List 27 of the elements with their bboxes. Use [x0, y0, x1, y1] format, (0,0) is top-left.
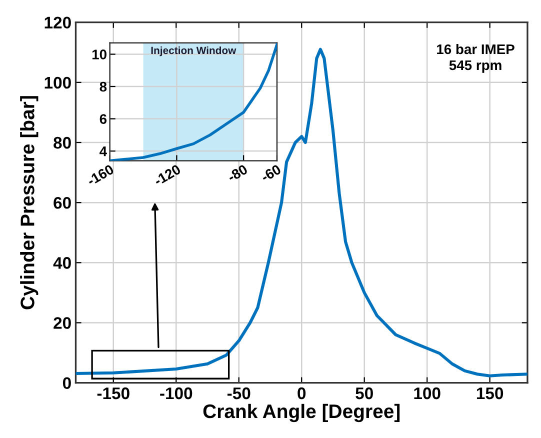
- annotation: 16 bar IMEP 545 rpm: [437, 44, 514, 73]
- y-tick-label: 4: [100, 146, 107, 156]
- x-tick-label: -160: [86, 164, 114, 186]
- x-tick-label: -120: [153, 164, 182, 186]
- y-tick-label: 40: [53, 257, 71, 269]
- x-tick-label: -150: [97, 387, 130, 400]
- y-tick-label: 80: [54, 136, 71, 149]
- x-tick-label: -60: [260, 164, 282, 182]
- y-tick-label: 10: [92, 50, 106, 60]
- x-tick-label: 50: [356, 387, 373, 400]
- x-tick-label: -50: [227, 387, 250, 400]
- line-series: [110, 43, 277, 161]
- y-tick-label: 60: [54, 196, 71, 209]
- x-axis-title: Crank Angle [Degree]: [203, 404, 400, 422]
- y-tick-label: 0: [62, 377, 71, 390]
- y-tick-label: 20: [54, 317, 71, 329]
- y-axis-title: Cylinder Pressure [bar]: [20, 96, 38, 310]
- x-tick-label: 100: [414, 387, 440, 400]
- y-tick-label: 8: [100, 82, 107, 92]
- x-tick-label: 150: [476, 387, 504, 400]
- band-label: Injection Window: [151, 46, 236, 56]
- y-tick-label: 100: [44, 76, 71, 89]
- x-tick-label: -80: [226, 164, 248, 182]
- y-tick-label: 120: [44, 16, 71, 29]
- x-tick-label: 0: [298, 387, 306, 400]
- y-tick-label: 6: [100, 114, 107, 124]
- x-tick-label: -100: [160, 387, 192, 400]
